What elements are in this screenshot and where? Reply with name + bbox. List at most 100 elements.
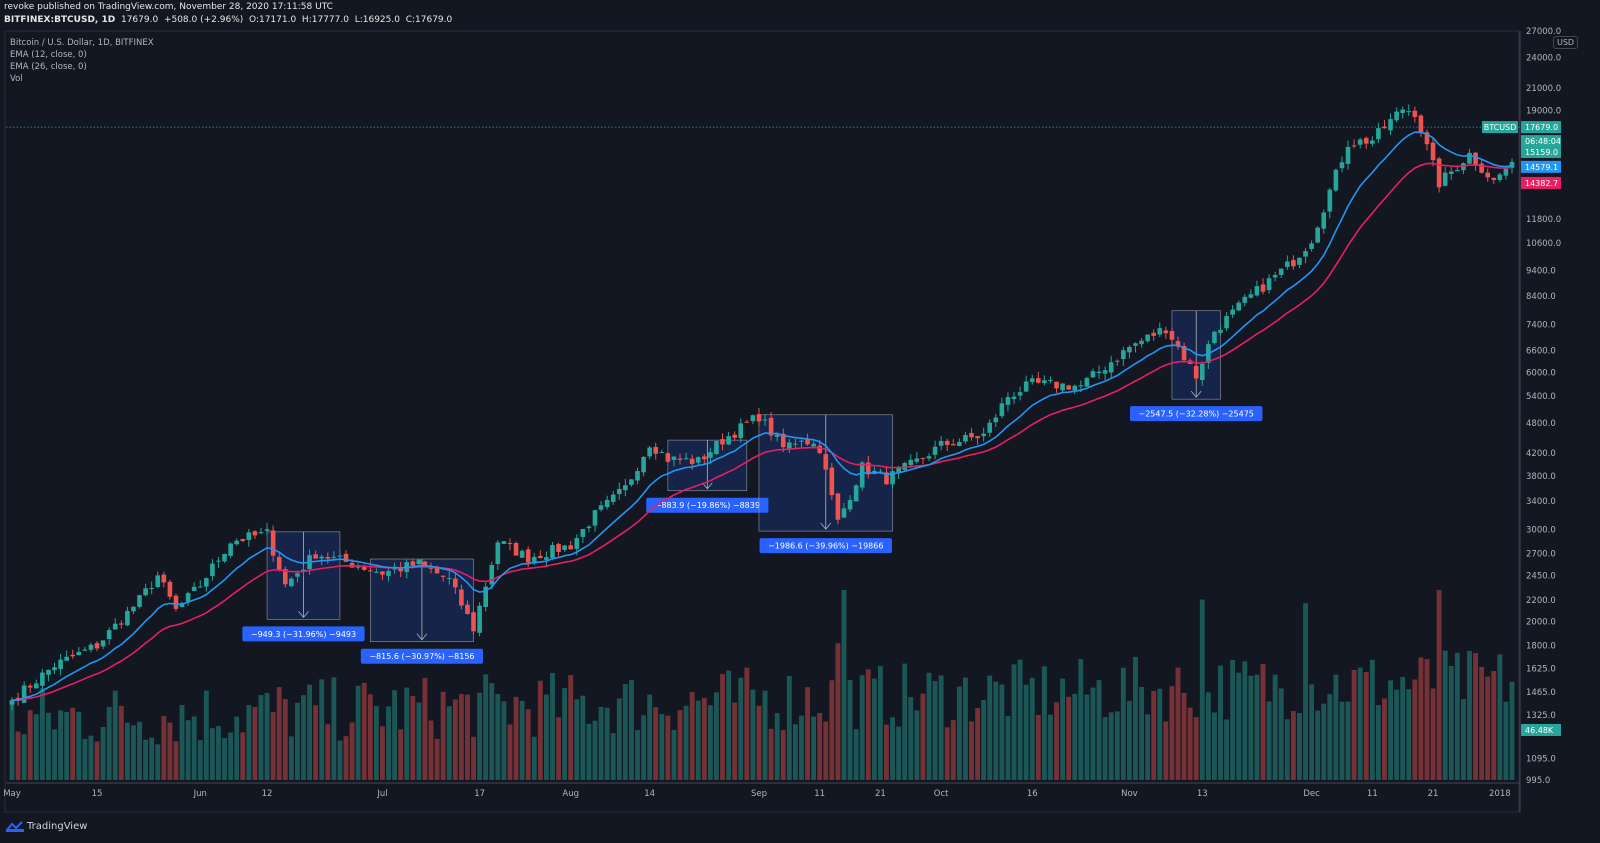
volume-bar <box>944 727 950 780</box>
volume-bar <box>216 726 221 780</box>
volume-bar <box>367 694 373 780</box>
candle <box>240 538 246 542</box>
volume-bar <box>143 739 149 780</box>
volume-bar <box>380 726 385 780</box>
candle <box>890 469 895 489</box>
candle-body <box>331 556 337 558</box>
candle-body <box>1388 119 1393 131</box>
candle-body <box>1491 177 1497 181</box>
volume-bar <box>1260 663 1266 780</box>
candle <box>708 447 713 465</box>
candle-body <box>914 458 920 462</box>
candle <box>1114 359 1120 366</box>
candle-body <box>641 456 646 473</box>
candle <box>1382 120 1387 129</box>
candle-body <box>1376 128 1381 140</box>
candle <box>1254 280 1260 297</box>
candle-body <box>671 456 677 460</box>
price-tick-label: 2450.0 <box>1526 572 1556 582</box>
volume-bar <box>695 700 701 780</box>
candle <box>1145 334 1150 343</box>
candle <box>556 542 561 557</box>
candle-body <box>131 606 136 612</box>
volume-bar <box>683 705 689 780</box>
candle-body <box>58 659 63 670</box>
volume-bar <box>1035 714 1041 780</box>
candle-body <box>653 446 659 454</box>
volume-bar <box>294 702 300 780</box>
candle-body <box>1473 152 1478 165</box>
ema12-line <box>11 131 1513 702</box>
candle <box>58 653 63 676</box>
candle-body <box>683 458 689 460</box>
price-chart[interactable]: 995.0 1095.0 1325.0 1465.0 1625.0 1800.0 2000.… <box>0 0 1600 815</box>
symbol-label: BITFINEX:BTCUSD, 1D <box>4 15 116 25</box>
candle <box>398 562 403 578</box>
last-price: 17679.0 <box>120 15 159 25</box>
candle-body <box>173 595 179 609</box>
candle <box>1448 166 1454 180</box>
candle-body <box>695 457 701 463</box>
price-tag-bg <box>1521 135 1561 148</box>
volume-bar <box>1266 701 1272 780</box>
candle-body <box>276 556 282 571</box>
candle-body <box>1096 371 1102 373</box>
volume-bar <box>1181 693 1187 780</box>
candle <box>841 502 847 518</box>
chart-frame <box>4 30 1520 813</box>
candle <box>641 456 646 477</box>
candle-body <box>246 532 252 541</box>
volume-bar <box>550 672 555 780</box>
candle <box>544 551 549 566</box>
volume-bar <box>531 736 537 780</box>
candle <box>313 550 318 559</box>
candle-body <box>805 438 810 445</box>
volume-bar <box>167 722 173 780</box>
candle-body <box>1199 364 1205 380</box>
candle <box>635 467 640 485</box>
candle-body <box>793 443 798 445</box>
candle <box>1345 140 1351 170</box>
price-tag-bg <box>1521 176 1561 189</box>
candle-body <box>1108 362 1114 373</box>
volume-bar <box>920 693 926 780</box>
candle-body <box>477 605 482 633</box>
candle-body <box>750 415 756 422</box>
candle-body <box>623 485 628 491</box>
candle <box>1212 330 1217 345</box>
candle <box>1491 177 1497 184</box>
volume-bar <box>1157 688 1163 780</box>
volume-tag-bg <box>1521 724 1561 736</box>
candle <box>264 522 270 536</box>
candle <box>1284 255 1290 270</box>
candle <box>1327 187 1333 219</box>
candle <box>1072 384 1078 395</box>
candle-body <box>422 561 428 566</box>
candle-body <box>853 485 859 502</box>
candle <box>744 419 750 424</box>
candle <box>155 571 161 589</box>
volume-bar <box>319 679 325 780</box>
volume-bar <box>1467 650 1472 780</box>
volume-bar <box>1090 687 1096 780</box>
candle <box>210 559 215 581</box>
volume-bar <box>64 711 70 780</box>
price-tick-label: 5400.0 <box>1526 392 1556 402</box>
candle-body <box>938 440 944 446</box>
volume-bar <box>1114 711 1120 780</box>
currency-badge[interactable]: USD <box>1553 36 1579 49</box>
volume-bar <box>744 667 750 780</box>
candle <box>131 606 136 615</box>
volume-bar <box>1297 713 1302 780</box>
time-tick-label: 12 <box>262 789 273 799</box>
candle-body <box>525 549 531 563</box>
candle <box>665 452 671 464</box>
candle <box>216 556 221 569</box>
candle-body <box>999 403 1005 417</box>
volume-bar <box>580 695 586 780</box>
candle <box>647 445 652 460</box>
tradingview-logo[interactable]: TradingView <box>6 821 87 832</box>
candle <box>1181 342 1187 363</box>
volume-bar <box>513 696 519 780</box>
candle-body <box>1260 284 1266 292</box>
